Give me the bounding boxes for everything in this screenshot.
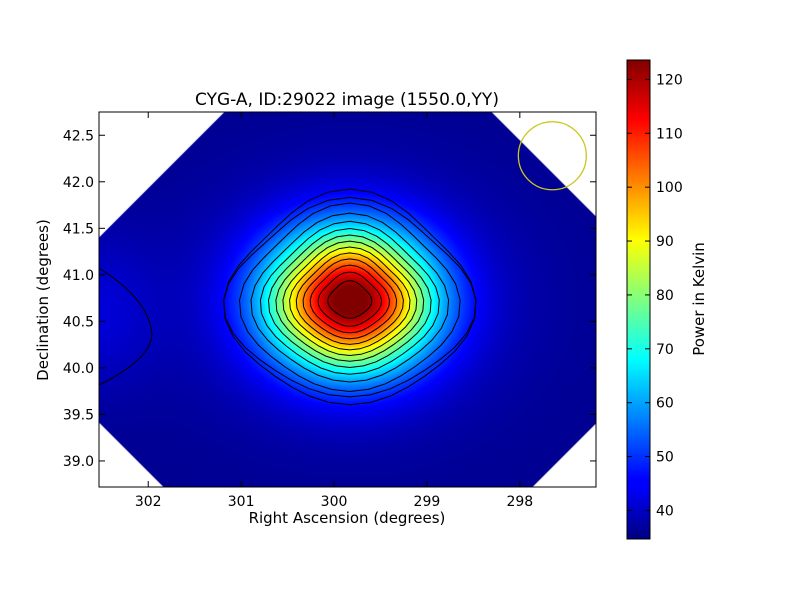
beam-marker-circle — [517, 121, 587, 191]
contour-line — [259, 220, 440, 375]
colorbar-tick-label: 50 — [656, 450, 674, 466]
colorbar-label: Power in Kelvin — [690, 242, 708, 356]
x-tick-label: 302 — [135, 494, 162, 510]
y-tick-label: 41.5 — [63, 221, 94, 237]
x-tick-label: 300 — [321, 494, 348, 510]
colorbar-tick-label: 120 — [656, 72, 683, 88]
colorbar-tick-label: 90 — [656, 234, 674, 250]
contour-line — [327, 280, 373, 319]
y-tick-label: 39.5 — [63, 407, 94, 423]
contour-line — [309, 264, 390, 334]
y-axis-ticks: 39.0 39.5 40.0 40.5 41.0 41.5 42.0 42.5 — [63, 128, 596, 470]
y-tick-label: 42.0 — [63, 175, 94, 191]
chart-title: CYG-A, ID:29022 image (1550.0,YY) — [195, 90, 499, 110]
x-tick-label: 299 — [414, 494, 441, 510]
contour-line — [99, 267, 153, 386]
x-tick-label: 301 — [228, 494, 255, 510]
contour-line — [250, 212, 450, 383]
colorbar-tick-label: 110 — [656, 126, 683, 142]
x-axis-label: Right Ascension (degrees) — [249, 509, 446, 527]
contour-line — [295, 252, 404, 345]
y-axis-label: Declination (degrees) — [34, 219, 52, 381]
y-tick-label: 41.0 — [63, 268, 94, 284]
x-tick-label: 298 — [506, 494, 533, 510]
plot-frame — [98, 111, 597, 488]
y-tick-label: 40.0 — [63, 361, 94, 377]
colorbar-ticks: 40 50 60 70 80 90 100 110 120 — [627, 72, 683, 519]
contour-line — [317, 271, 383, 327]
contour-lines — [99, 188, 477, 406]
colorbar-tick-label: 40 — [656, 503, 674, 519]
contour-line — [267, 227, 432, 369]
contour-line — [302, 258, 398, 340]
colorbar: 40 50 60 70 80 90 100 110 120 Power in Kelvin — [626, 59, 708, 540]
plot-area: 302 301 300 299 298 39.0 39.5 40.0 40.5 41.0 41.5… — [63, 111, 597, 510]
contour-line — [238, 202, 461, 393]
colorbar-gradient — [626, 59, 651, 540]
y-tick-label: 42.5 — [63, 128, 94, 144]
colorbar-tick-label: 60 — [656, 396, 674, 412]
contour-line — [282, 240, 418, 357]
colorbar-tick-label: 80 — [656, 288, 674, 304]
y-tick-label: 40.5 — [63, 314, 94, 330]
y-tick-label: 39.0 — [63, 454, 94, 470]
heatmap-image — [99, 112, 596, 487]
contour-line — [289, 246, 411, 351]
contour-line — [275, 234, 425, 362]
colorbar-tick-label: 70 — [656, 342, 674, 358]
contour-line — [223, 196, 477, 398]
colorbar-tick-label: 100 — [656, 180, 683, 196]
x-axis-ticks: 302 301 300 299 298 — [135, 112, 533, 510]
